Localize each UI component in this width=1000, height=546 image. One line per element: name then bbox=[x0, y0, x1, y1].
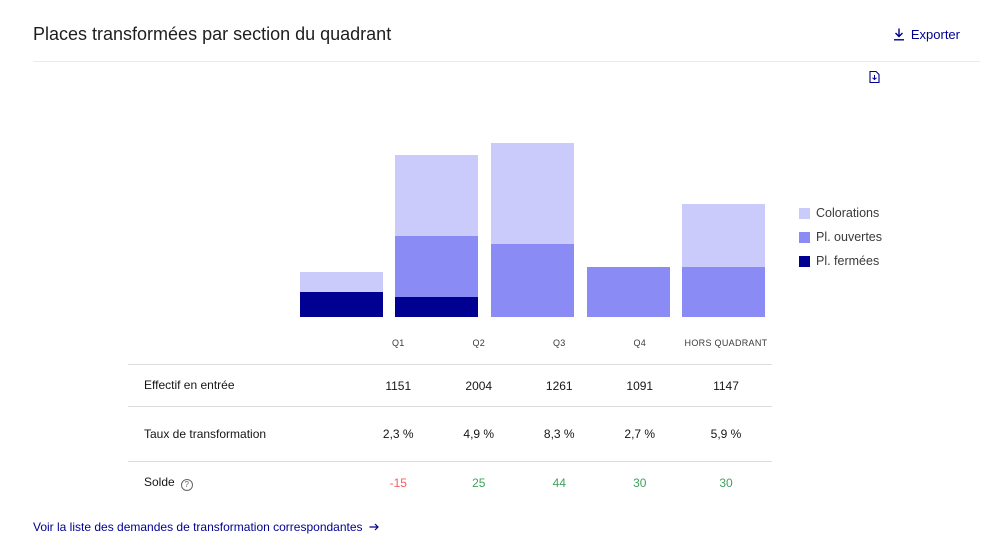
legend-item-pl-ouvertes: Pl. ouvertes bbox=[799, 225, 882, 249]
table-cell: 1147 bbox=[680, 364, 772, 407]
bar-q3-pl-ouvertes[interactable] bbox=[491, 244, 574, 317]
table-cell: 1151 bbox=[358, 364, 439, 407]
table-header-empty bbox=[128, 322, 358, 365]
bar-q2-pl-ouvertes[interactable] bbox=[395, 236, 478, 297]
legend-label-pl-fermees: Pl. fermées bbox=[816, 254, 880, 268]
table-row-taux: Taux de transformation 2,3 % 4,9 % 8,3 %… bbox=[128, 406, 772, 462]
row-label-solde-text: Solde bbox=[144, 474, 175, 489]
row-label-effectif: Effectif en entrée bbox=[128, 364, 358, 407]
table-cell: 44 bbox=[519, 461, 600, 504]
header-divider bbox=[33, 61, 980, 62]
table-cell: 1091 bbox=[599, 364, 680, 407]
help-icon[interactable]: ? bbox=[180, 478, 193, 491]
table-cell: 8,3 % bbox=[519, 406, 600, 462]
bar-q1-colorations[interactable] bbox=[300, 272, 383, 292]
legend-item-pl-fermees: Pl. fermées bbox=[799, 249, 882, 273]
demands-list-link-label: Voir la liste des demandes de transforma… bbox=[33, 520, 363, 534]
table-cell: 2,7 % bbox=[599, 406, 680, 462]
table-cell: -15 bbox=[358, 461, 439, 504]
bar-q4-pl-ouvertes[interactable] bbox=[587, 267, 670, 317]
legend-swatch-colorations bbox=[799, 207, 810, 219]
table-cell: 25 bbox=[438, 461, 519, 504]
legend-label-colorations: Colorations bbox=[816, 206, 880, 220]
legend-item-colorations: Colorations bbox=[799, 201, 882, 225]
table-cell: 2004 bbox=[438, 364, 519, 407]
file-download-icon[interactable] bbox=[869, 71, 880, 83]
bar-q2-pl-ferm-es[interactable] bbox=[395, 297, 478, 317]
table-row-effectif: Effectif en entrée 1151 2004 1261 1091 1… bbox=[128, 364, 772, 407]
legend-swatch-pl-ouvertes bbox=[799, 231, 810, 243]
table-cell: 4,9 % bbox=[438, 406, 519, 462]
column-header-q1: Q1 bbox=[391, 337, 405, 348]
column-header-q4: Q4 bbox=[633, 337, 647, 348]
table-header-row: Q1 Q2 Q3 Q4 HORS QUADRANT bbox=[128, 322, 772, 365]
export-label: Exporter bbox=[910, 27, 960, 42]
chart-header: Places transformées par section du quadr… bbox=[0, 0, 1000, 62]
bar-q1-pl-ferm-es[interactable] bbox=[300, 292, 383, 317]
download-icon bbox=[893, 28, 904, 41]
chart-legend: Colorations Pl. ouvertes Pl. fermées bbox=[799, 201, 882, 273]
column-header-q3: Q3 bbox=[552, 337, 566, 348]
table-cell: 1261 bbox=[519, 364, 600, 407]
legend-swatch-pl-fermees bbox=[799, 255, 810, 267]
bar-hors-quadrant-pl-ouvertes[interactable] bbox=[682, 267, 765, 317]
bar-q2-colorations[interactable] bbox=[395, 155, 478, 236]
export-button[interactable]: Exporter bbox=[893, 27, 960, 42]
stats-table: Q1 Q2 Q3 Q4 HORS QUADRANT Effectif en en… bbox=[128, 322, 772, 504]
table-cell: 30 bbox=[599, 461, 680, 504]
bar-q3-colorations[interactable] bbox=[491, 143, 574, 244]
row-label-taux: Taux de transformation bbox=[128, 406, 358, 462]
legend-label-pl-ouvertes: Pl. ouvertes bbox=[816, 230, 883, 244]
table-row-solde: Solde? -15 25 44 30 30 bbox=[128, 461, 772, 504]
table-cell: 2,3 % bbox=[358, 406, 439, 462]
page-title: Places transformées par section du quadr… bbox=[33, 24, 392, 44]
bar-hors-quadrant-colorations[interactable] bbox=[682, 204, 765, 267]
arrow-right-icon bbox=[369, 523, 379, 531]
demands-list-link[interactable]: Voir la liste des demandes de transforma… bbox=[33, 520, 379, 534]
table-cell: 5,9 % bbox=[680, 406, 772, 462]
column-header-hors-quadrant: HORS QUADRANT bbox=[684, 337, 768, 348]
table-cell: 30 bbox=[680, 461, 772, 504]
row-label-solde: Solde? bbox=[128, 461, 358, 504]
column-header-q2: Q2 bbox=[472, 337, 486, 348]
